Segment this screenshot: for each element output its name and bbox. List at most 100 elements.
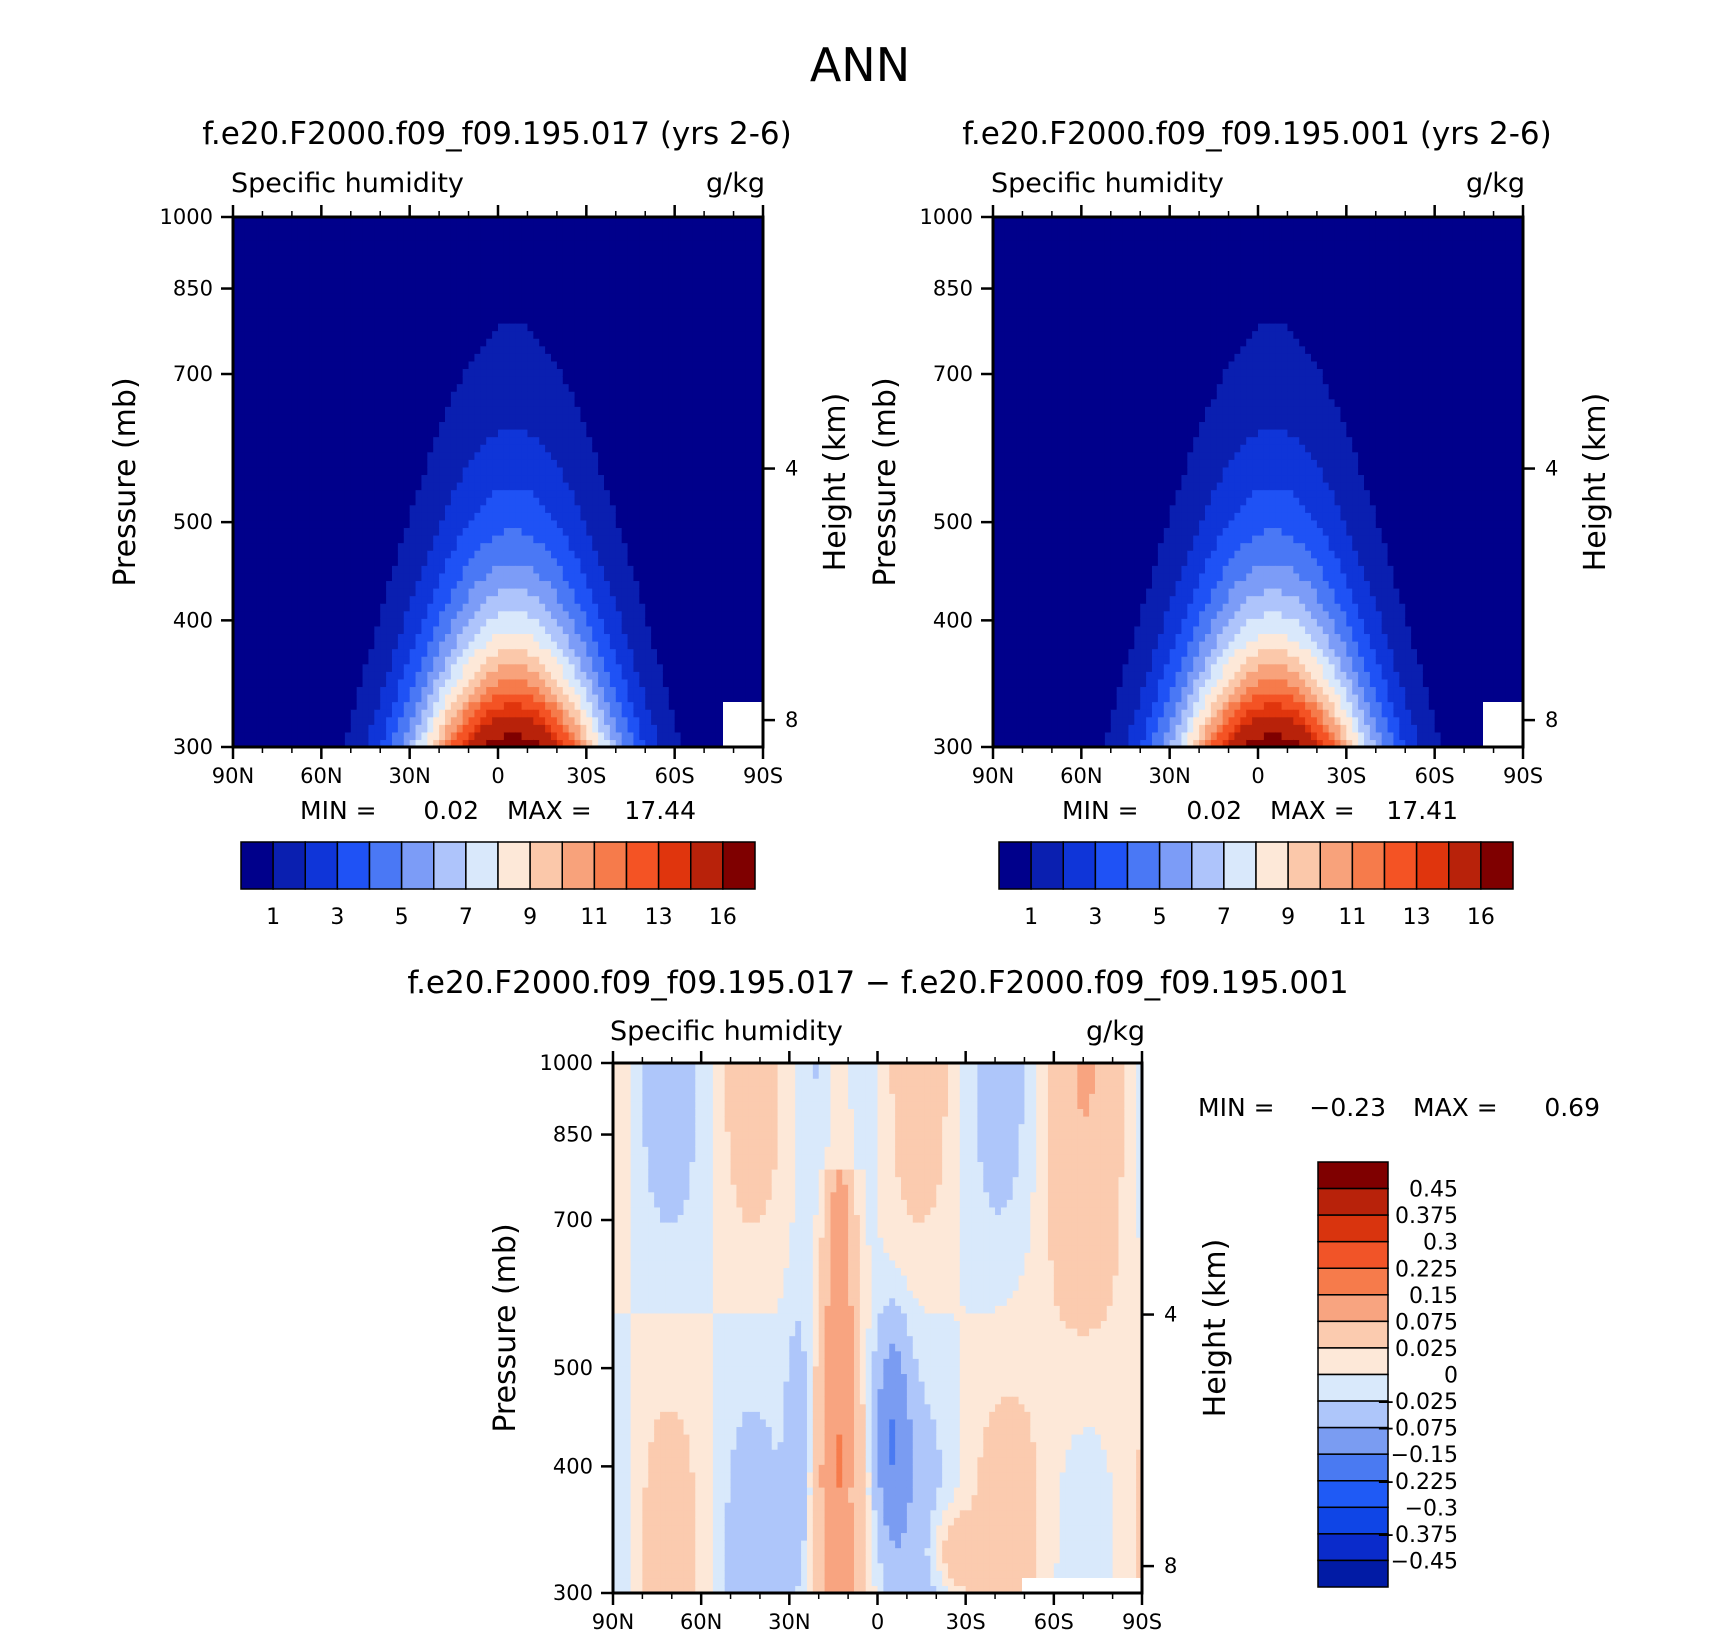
field-cell [527, 572, 534, 582]
field-cell [250, 686, 258, 695]
field-cell [303, 618, 311, 627]
field-cell [421, 731, 428, 741]
field-cell [368, 224, 375, 233]
field-cell [539, 709, 546, 718]
field-cell [291, 338, 299, 347]
field-cell [368, 656, 375, 665]
field-cell [480, 254, 487, 264]
field-cell [386, 497, 393, 506]
field-cell [492, 603, 499, 612]
field-cell [339, 292, 346, 301]
field-cell [498, 603, 505, 612]
field-cell [409, 633, 417, 642]
field-cell [297, 497, 305, 506]
field-cell [397, 353, 405, 362]
field-cell [651, 610, 658, 619]
field-cell [539, 300, 546, 309]
field-cell [356, 368, 364, 377]
field-cell [268, 648, 275, 657]
field-cell [474, 360, 481, 370]
field-cell [356, 686, 364, 695]
field-cell [409, 497, 417, 506]
field-cell [280, 641, 287, 650]
field-cell [362, 663, 370, 672]
field-cell [498, 239, 505, 248]
field-cell [480, 557, 487, 566]
field-cell [574, 603, 582, 612]
field-cell [450, 474, 458, 483]
field-cell [397, 550, 405, 559]
field-cell [568, 315, 576, 324]
field-cell [238, 383, 246, 392]
field-cell [333, 618, 340, 627]
field-cell [562, 398, 570, 407]
field-cell [333, 716, 340, 725]
field-cell [645, 444, 652, 453]
field-cell [462, 383, 470, 392]
field-cell [333, 285, 340, 294]
field-cell [350, 694, 358, 703]
field-cell [244, 292, 252, 301]
field-cell [415, 247, 423, 256]
field-cell [409, 451, 417, 460]
field-cell [545, 701, 552, 710]
field-cell [462, 489, 470, 498]
field-cell [539, 323, 546, 332]
field-cell [262, 701, 269, 710]
field-cell [433, 323, 440, 332]
contour-field [233, 217, 763, 747]
field-cell [339, 307, 346, 317]
field-cell [415, 482, 423, 491]
field-cell [592, 376, 599, 385]
field-cell [450, 603, 458, 612]
field-cell [238, 391, 246, 400]
field-cell [586, 663, 593, 672]
field-cell [262, 345, 269, 354]
field-cell [256, 436, 264, 445]
field-cell [556, 232, 564, 241]
field-cell [645, 489, 652, 498]
field-cell [238, 292, 246, 301]
field-cell [427, 270, 434, 279]
field-cell [498, 641, 505, 650]
field-cell [621, 270, 629, 279]
field-cell [551, 512, 558, 521]
field-cell [433, 277, 440, 286]
field-cell [527, 686, 534, 695]
field-cell [556, 671, 564, 680]
field-cell [627, 739, 635, 747]
field-cell [609, 474, 617, 483]
field-cell [280, 421, 287, 430]
field-cell [409, 648, 417, 657]
field-cell [527, 610, 534, 619]
field-cell [574, 451, 582, 460]
field-cell [433, 618, 440, 627]
field-cell [568, 678, 576, 688]
field-cell [262, 648, 269, 657]
field-cell [551, 451, 558, 460]
field-cell [456, 686, 464, 695]
field-cell [486, 323, 493, 332]
field-cell [262, 724, 269, 733]
field-cell [592, 489, 599, 498]
field-cell [474, 436, 481, 445]
field-cell [233, 307, 240, 317]
field-cell [480, 398, 487, 407]
field-cell [303, 474, 311, 483]
field-cell [468, 217, 476, 226]
field-cell [551, 724, 558, 733]
field-cell [297, 277, 305, 286]
field-cell [615, 618, 623, 627]
field-cell [374, 610, 381, 619]
field-cell [233, 588, 240, 597]
field-cell [598, 482, 605, 491]
field-cell [574, 709, 582, 718]
field-cell [604, 550, 611, 559]
field-cell [397, 277, 405, 286]
field-cell [633, 610, 640, 619]
field-cell [344, 610, 352, 619]
field-cell [303, 224, 311, 233]
field-cell [533, 421, 540, 430]
field-cell [598, 663, 605, 672]
field-cell [480, 572, 487, 582]
